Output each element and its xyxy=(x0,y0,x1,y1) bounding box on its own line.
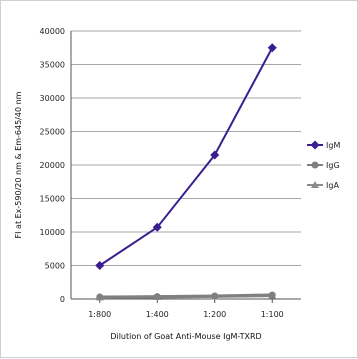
legend-label-iga: IgA xyxy=(326,181,339,190)
series-line-igm xyxy=(99,47,274,267)
x-axis-title: Dilution of Goat Anti-Mouse IgM-TXRD xyxy=(110,332,261,341)
x-tick-label: 1:200 xyxy=(203,310,226,319)
y-tick-label: 5000 xyxy=(45,262,65,271)
legend: IgM IgG IgA xyxy=(307,140,340,190)
legend-item-igm: IgM xyxy=(307,140,340,150)
x-tick-label: 1:100 xyxy=(261,310,284,319)
data-point-igg xyxy=(153,293,161,301)
legend-marker-igg xyxy=(311,161,319,169)
data-point-igg xyxy=(211,292,219,300)
x-tick-label: 1:400 xyxy=(146,310,169,319)
legend-label-igm: IgM xyxy=(326,141,340,150)
data-point-igm xyxy=(210,150,220,160)
series-igm xyxy=(95,43,277,270)
data-point-igg xyxy=(268,291,276,299)
legend-item-iga: IgA xyxy=(307,181,339,190)
legend-item-igg: IgG xyxy=(307,161,340,170)
legend-marker-igm xyxy=(310,140,320,150)
y-tick-label: 25000 xyxy=(40,128,65,137)
x-tick-label: 1:800 xyxy=(88,310,111,319)
y-tick-label: 30000 xyxy=(40,94,65,103)
data-point-igm xyxy=(95,261,105,270)
legend-label-igg: IgG xyxy=(326,161,340,170)
y-tick-label: 20000 xyxy=(40,161,65,170)
y-tick-label: 0 xyxy=(60,295,65,304)
legend-marker-iga xyxy=(311,181,319,188)
grid-lines xyxy=(71,30,301,266)
y-tick-label: 35000 xyxy=(40,61,65,70)
y-axis-title: FI at Ex-590/20 nm & Em-645/40 nm xyxy=(14,91,23,238)
y-tick-label: 15000 xyxy=(40,195,65,204)
y-tick-label: 40000 xyxy=(40,27,65,36)
y-tick-label: 10000 xyxy=(40,228,65,237)
series-lines xyxy=(95,43,277,301)
tick-labels: 0 5000 10000 15000 20000 25000 30000 35000 40000… xyxy=(40,27,284,319)
data-point-igm xyxy=(267,43,277,53)
series-line-igg xyxy=(99,293,273,299)
data-point-igm xyxy=(152,222,162,232)
series-igg xyxy=(96,291,276,301)
data-point-igg xyxy=(96,293,104,301)
